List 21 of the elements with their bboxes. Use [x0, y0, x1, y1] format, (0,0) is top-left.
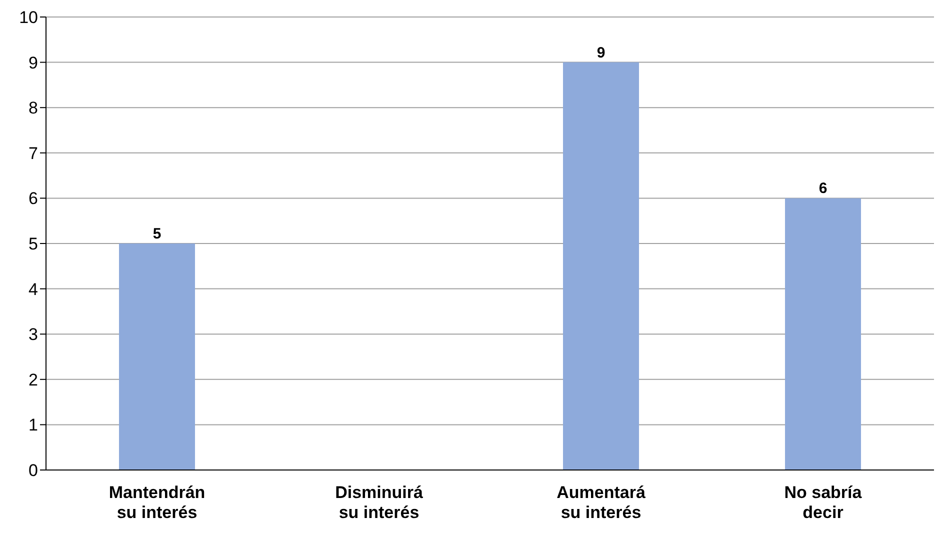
y-tick-label: 8: [28, 98, 38, 118]
y-tick-label: 3: [28, 325, 38, 344]
bar: [563, 62, 639, 470]
data-label: 9: [596, 44, 606, 62]
bar: [119, 244, 195, 470]
y-tick-label: 9: [28, 53, 38, 72]
y-tick-label: 6: [28, 189, 38, 208]
y-tick-label: 10: [19, 8, 38, 28]
y-tick-label: 2: [28, 370, 38, 390]
x-tick-label: Aumentará su interés: [556, 483, 646, 522]
bar: [785, 198, 861, 470]
x-tick-label: No sabría decir: [784, 483, 862, 522]
x-tick-label: Mantendrán su interés: [108, 483, 206, 522]
y-tick-label: 4: [28, 280, 38, 299]
y-tick-label: 5: [28, 234, 38, 254]
y-tick-label: 7: [28, 144, 38, 163]
y-tick-label: 0: [28, 461, 38, 480]
data-label: 6: [818, 180, 828, 198]
x-tick-label: Disminuirá su interés: [335, 483, 424, 522]
data-label: 5: [152, 226, 162, 242]
y-tick-label: 1: [28, 416, 38, 435]
